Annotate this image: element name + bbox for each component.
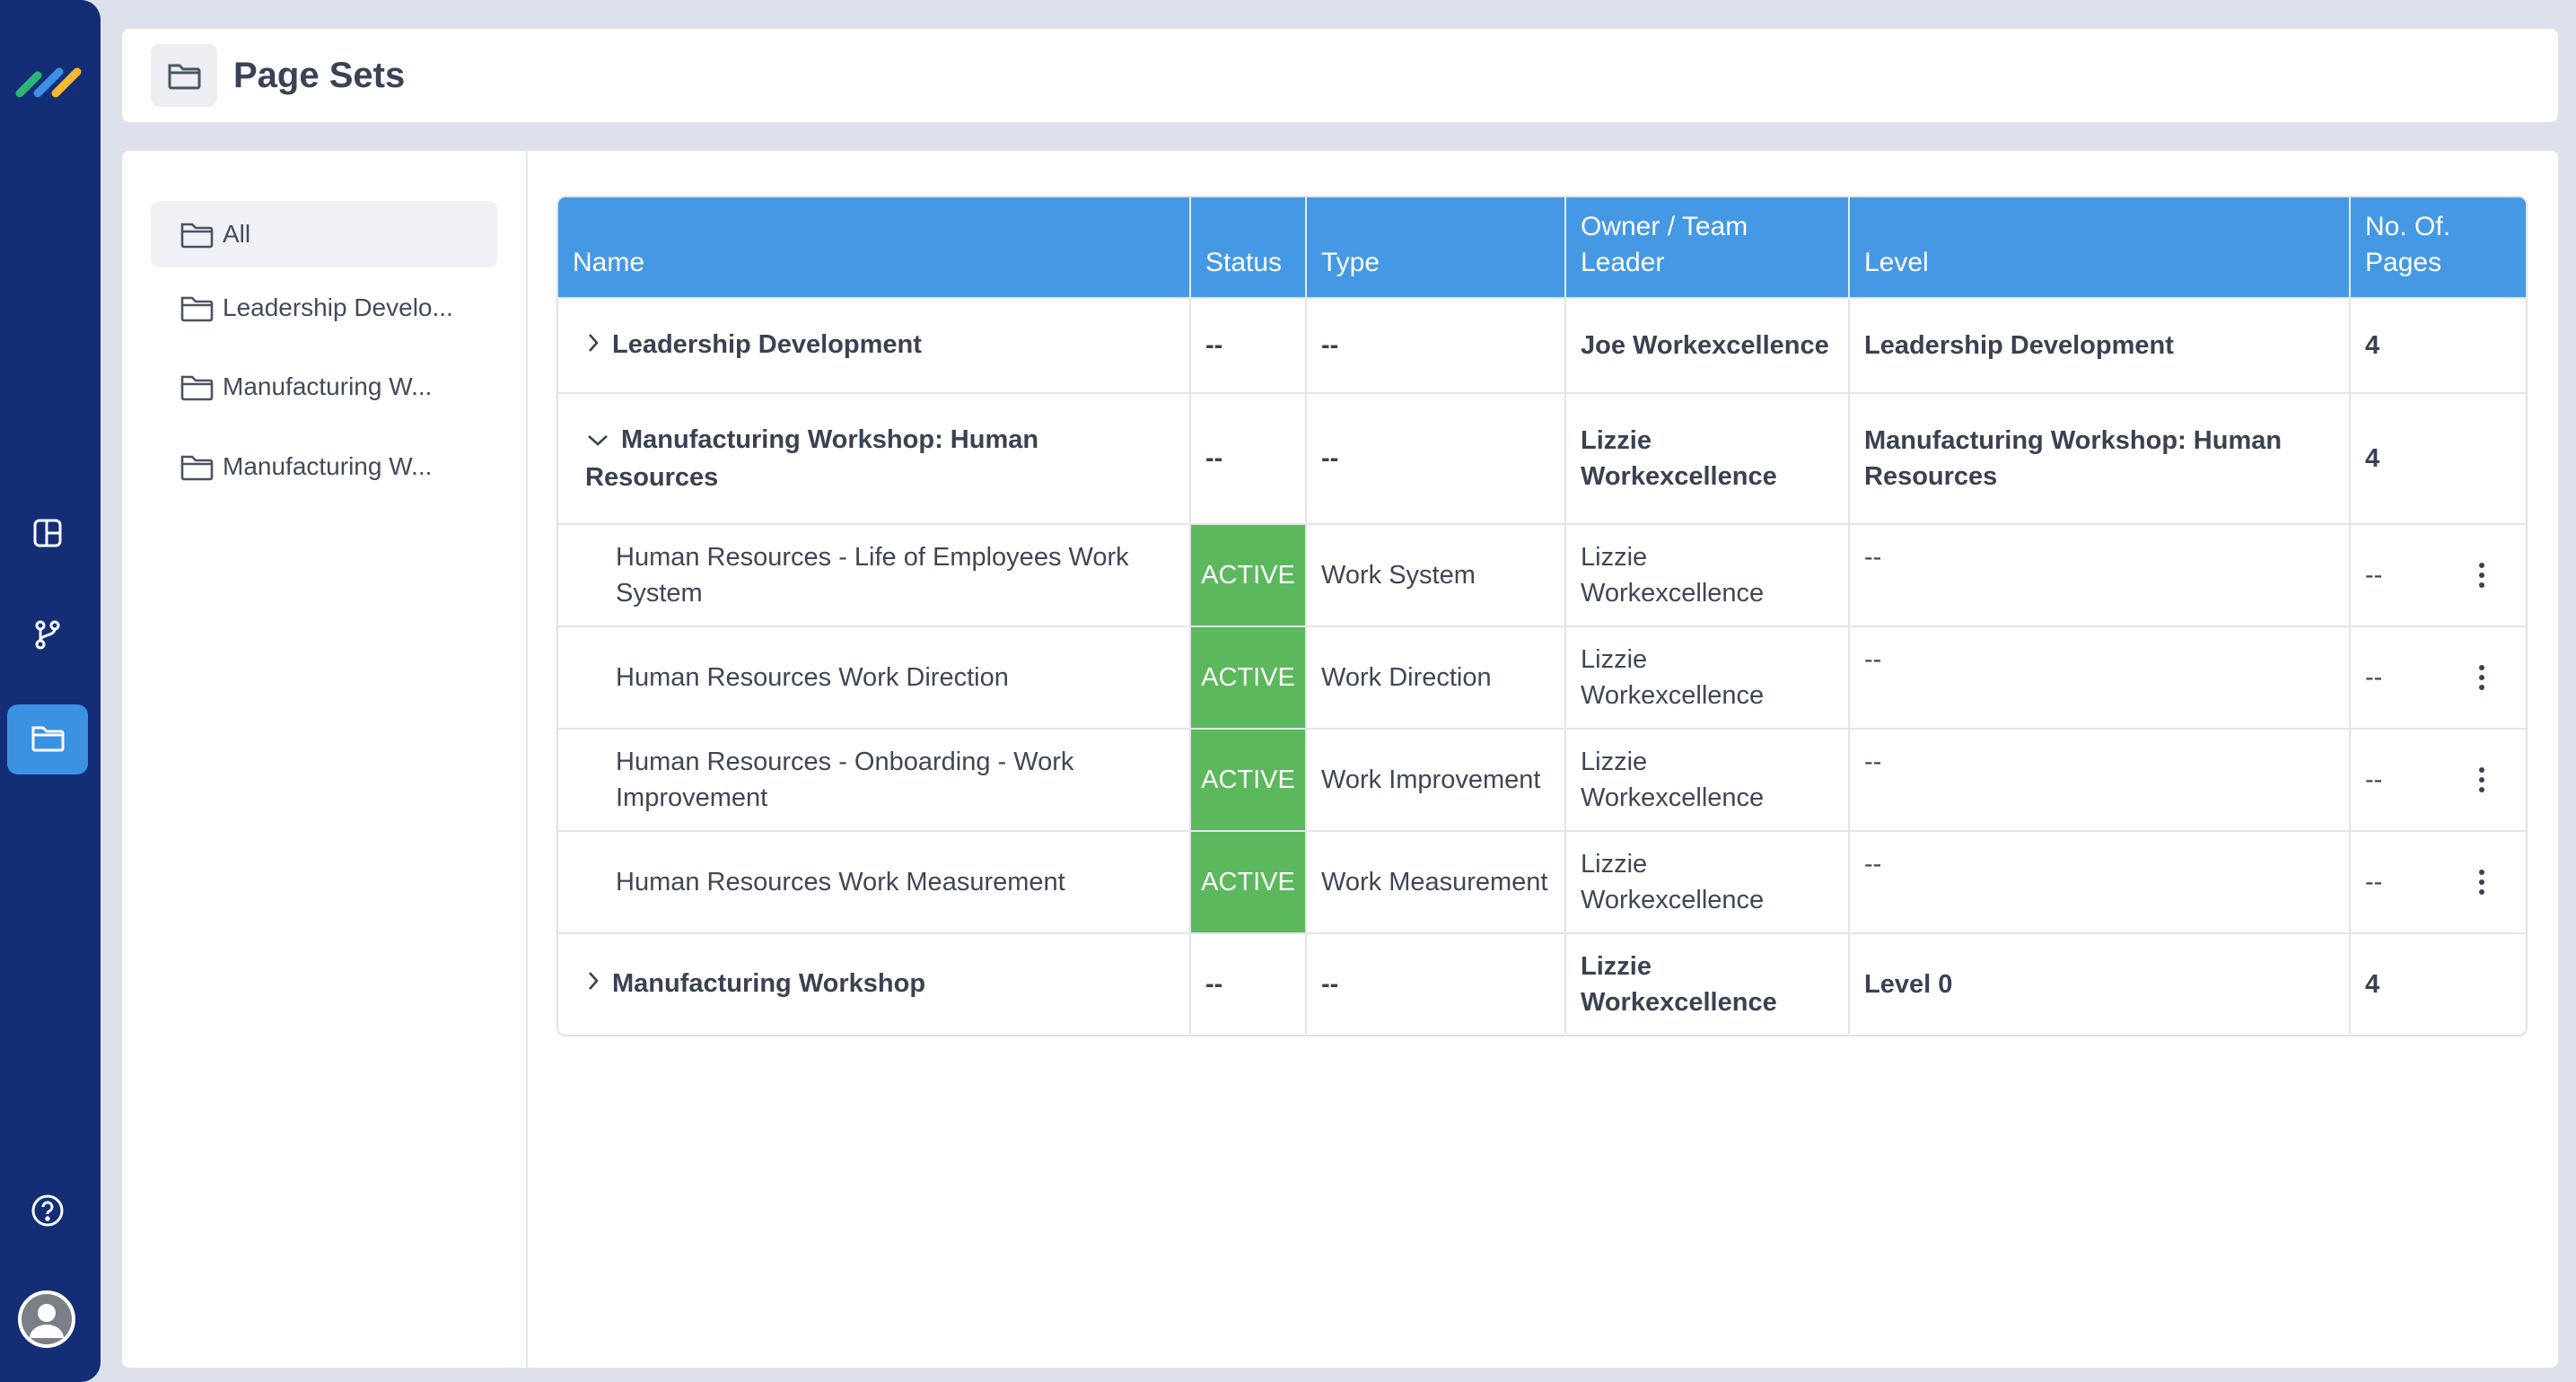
nav-page-sets-button[interactable] xyxy=(7,704,88,774)
folder-icon xyxy=(31,722,65,757)
table-row[interactable]: Human Resources Work Measurement ACTIVE … xyxy=(558,830,2526,933)
level-cell: Leadership Development xyxy=(1849,297,2351,393)
more-options-icon[interactable] xyxy=(2477,663,2486,692)
table-row[interactable]: Manufacturing Workshop -- -- Lizzie Work… xyxy=(558,932,2526,1034)
brand-logo[interactable] xyxy=(14,59,86,99)
type-cell: Work Measurement xyxy=(1306,830,1566,933)
page-sets-table: Name Status Type Owner / Team Leader Lev… xyxy=(556,196,2528,1036)
folder-icon xyxy=(180,296,214,322)
status-cell: -- xyxy=(1190,932,1307,1034)
type-cell: Work Improvement xyxy=(1306,728,1566,831)
type-cell: Work Direction xyxy=(1306,625,1566,729)
status-badge: ACTIVE xyxy=(1190,625,1307,729)
type-cell: Work System xyxy=(1306,523,1566,626)
dashboard-icon xyxy=(31,517,64,554)
folder-item-manufacturing-1[interactable]: Manufacturing W... xyxy=(151,354,497,420)
pages-cell: 4 xyxy=(2350,932,2526,1034)
name-cell[interactable]: Manufacturing Workshop: Human Resources xyxy=(558,392,1191,524)
more-options-icon[interactable] xyxy=(2477,561,2486,590)
level-cell: -- xyxy=(1849,728,2351,831)
left-nav-rail xyxy=(0,0,101,1382)
owner-cell: Lizzie Workexcellence xyxy=(1565,392,1850,524)
folder-item-label: Manufacturing W... xyxy=(223,372,433,400)
pages-cell: 4 xyxy=(2350,392,2526,524)
help-icon xyxy=(31,1194,65,1232)
folder-icon xyxy=(180,223,214,249)
pages-cell: -- xyxy=(2350,625,2526,729)
folder-item-label: Manufacturing W... xyxy=(223,452,433,480)
nav-workflow-button[interactable] xyxy=(7,601,88,671)
name-cell[interactable]: Manufacturing Workshop xyxy=(558,932,1191,1034)
status-cell: -- xyxy=(1190,297,1307,393)
pages-cell: -- xyxy=(2350,830,2526,933)
header-folder-icon xyxy=(151,44,217,107)
table-row[interactable]: Human Resources - Life of Employees Work… xyxy=(558,523,2526,626)
column-header-level[interactable]: Level xyxy=(1849,197,2351,298)
page-header: Page Sets xyxy=(122,29,2558,122)
page-title: Page Sets xyxy=(233,55,406,95)
table-row[interactable]: Leadership Development -- -- Joe Workexc… xyxy=(558,297,2526,393)
pages-cell: 4 xyxy=(2350,297,2526,393)
avatar-icon[interactable] xyxy=(18,1290,75,1348)
table-row[interactable]: Human Resources - Onboarding - Work Impr… xyxy=(558,728,2526,831)
main-content: All Leadership Develo... Manufacturing W… xyxy=(122,151,2558,1368)
level-cell: Level 0 xyxy=(1849,932,2351,1034)
owner-cell: Lizzie Workexcellence xyxy=(1565,728,1850,831)
folder-icon xyxy=(180,375,214,401)
type-cell: -- xyxy=(1306,932,1566,1034)
type-cell: -- xyxy=(1306,392,1566,524)
level-cell: -- xyxy=(1849,625,2351,729)
level-cell: Manufacturing Workshop: Human Resources xyxy=(1849,392,2351,524)
level-cell: -- xyxy=(1849,830,2351,933)
more-options-icon[interactable] xyxy=(2477,765,2486,794)
status-badge: ACTIVE xyxy=(1190,523,1307,626)
folder-item-all[interactable]: All xyxy=(151,201,497,267)
column-header-status[interactable]: Status xyxy=(1190,197,1307,298)
chevron-right-icon[interactable] xyxy=(585,967,601,1002)
chevron-down-icon[interactable] xyxy=(585,424,610,459)
chevron-right-icon[interactable] xyxy=(585,328,601,364)
folder-item-manufacturing-2[interactable]: Manufacturing W... xyxy=(151,433,497,500)
column-header-type[interactable]: Type xyxy=(1306,197,1566,298)
name-cell[interactable]: Human Resources - Onboarding - Work Impr… xyxy=(558,728,1191,831)
table-row[interactable]: Human Resources Work Direction ACTIVE Wo… xyxy=(558,625,2526,729)
owner-cell: Lizzie Workexcellence xyxy=(1565,625,1850,729)
owner-cell: Joe Workexcellence xyxy=(1565,297,1850,393)
column-header-pages[interactable]: No. Of. Pages xyxy=(2350,197,2526,298)
column-header-owner[interactable]: Owner / Team Leader xyxy=(1565,197,1850,298)
owner-cell: Lizzie Workexcellence xyxy=(1565,932,1850,1034)
column-header-name[interactable]: Name xyxy=(558,197,1191,298)
folder-icon xyxy=(180,455,214,481)
owner-cell: Lizzie Workexcellence xyxy=(1565,830,1850,933)
workflow-icon xyxy=(31,618,64,655)
folder-tree: All Leadership Develo... Manufacturing W… xyxy=(122,151,528,1368)
pages-cell: -- xyxy=(2350,523,2526,626)
folder-item-leadership[interactable]: Leadership Develo... xyxy=(151,275,497,341)
name-cell[interactable]: Human Resources Work Measurement xyxy=(558,830,1191,933)
owner-cell: Lizzie Workexcellence xyxy=(1565,523,1850,626)
table-row[interactable]: Manufacturing Workshop: Human Resources … xyxy=(558,392,2526,524)
name-cell[interactable]: Human Resources Work Direction xyxy=(558,625,1191,729)
nav-dashboard-button[interactable] xyxy=(7,500,88,570)
status-badge: ACTIVE xyxy=(1190,728,1307,831)
pages-cell: -- xyxy=(2350,728,2526,831)
more-options-icon[interactable] xyxy=(2477,868,2486,897)
help-button[interactable] xyxy=(7,1177,88,1247)
status-badge: ACTIVE xyxy=(1190,830,1307,933)
status-cell: -- xyxy=(1190,392,1307,524)
level-cell: -- xyxy=(1849,523,2351,626)
name-cell[interactable]: Leadership Development xyxy=(558,297,1191,393)
folder-item-label: Leadership Develo... xyxy=(223,293,453,321)
type-cell: -- xyxy=(1306,297,1566,393)
name-cell[interactable]: Human Resources - Life of Employees Work… xyxy=(558,523,1191,626)
folder-item-label: All xyxy=(223,220,251,248)
